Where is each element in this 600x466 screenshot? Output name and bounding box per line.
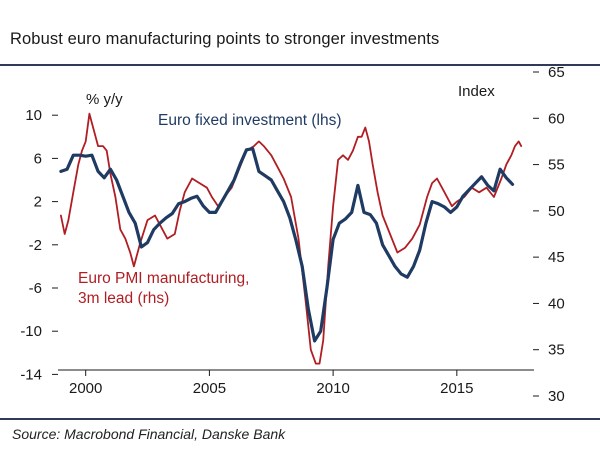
right-tick-label: 55 [548,157,565,174]
left-tick-label: -2 [29,237,42,254]
right-tick-label: 40 [548,295,565,312]
right-tick-label: 50 [548,203,565,220]
left-tick-label: 10 [25,107,42,124]
right-tick-label: 60 [548,110,565,127]
right-axis-title: Index [458,83,495,100]
left-axis-title: % y/y [86,91,123,108]
labels-layer: Euro fixed investment (lhs) Euro PMI manu… [78,112,342,307]
chart-title: Robust euro manufacturing points to stro… [10,30,440,48]
investment-series-label: Euro fixed investment (lhs) [158,112,342,129]
x-tick-label: 2010 [316,380,349,397]
x-tick-label: 2000 [69,380,102,397]
left-tick-label: -6 [29,280,42,297]
x-axis: 2000 2005 2010 2015 [58,369,534,397]
right-axis: 65 60 55 50 45 40 35 30 Index [458,64,565,405]
left-tick-label: 2 [34,194,42,211]
right-tick-label: 65 [548,64,565,81]
x-tick-label: 2015 [440,380,473,397]
top-divider [0,64,600,66]
left-tick-label: -10 [20,323,42,340]
right-tick-label: 30 [548,388,565,405]
pmi-series-label-line2: 3m lead (rhs) [78,290,169,307]
investment-series-line [59,147,515,343]
right-tick-label: 45 [548,249,565,266]
left-tick-label: 6 [34,150,42,167]
pmi-series-line [60,112,523,365]
left-tick-label: -14 [20,366,42,383]
right-tick-label: 35 [548,342,565,359]
bottom-divider [0,418,600,420]
series-layer [59,112,523,365]
left-axis: 10 6 2 -2 -6 -10 -14 % y/y [20,91,123,383]
source-note: Source: Macrobond Financial, Danske Bank [12,426,286,442]
pmi-series-label-line1: Euro PMI manufacturing, [78,270,249,287]
x-tick-label: 2005 [193,380,226,397]
